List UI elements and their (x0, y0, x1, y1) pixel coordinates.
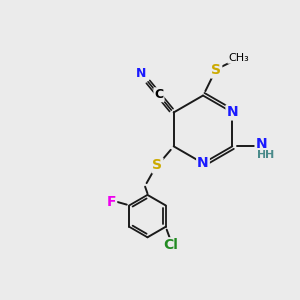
Text: H: H (256, 150, 266, 160)
Text: Cl: Cl (163, 238, 178, 252)
Text: S: S (152, 158, 163, 172)
Text: N: N (255, 137, 267, 151)
Text: CH₃: CH₃ (228, 53, 249, 63)
Text: N: N (226, 106, 238, 119)
Text: N: N (197, 156, 209, 170)
Text: C: C (154, 88, 164, 101)
Text: N: N (136, 67, 146, 80)
Text: H: H (266, 150, 274, 160)
Text: S: S (211, 64, 221, 77)
Text: F: F (107, 195, 116, 209)
